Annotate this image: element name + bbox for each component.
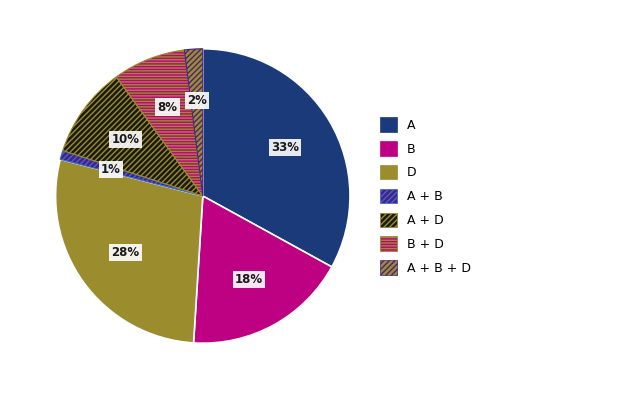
Wedge shape (63, 77, 203, 196)
Text: 28%: 28% (111, 246, 139, 259)
Text: 10%: 10% (112, 133, 139, 146)
Text: 8%: 8% (158, 100, 178, 114)
Wedge shape (184, 49, 203, 196)
Text: 33%: 33% (271, 141, 299, 154)
Wedge shape (193, 196, 332, 343)
Text: 1%: 1% (101, 163, 121, 176)
Legend: A, B, D, A + B, A + D, B + D, A + B + D: A, B, D, A + B, A + D, B + D, A + B + D (374, 112, 476, 280)
Wedge shape (61, 150, 203, 196)
Wedge shape (203, 49, 350, 267)
Wedge shape (56, 159, 203, 343)
Text: 2%: 2% (187, 94, 207, 107)
Text: 18%: 18% (235, 273, 263, 286)
Wedge shape (116, 50, 203, 196)
